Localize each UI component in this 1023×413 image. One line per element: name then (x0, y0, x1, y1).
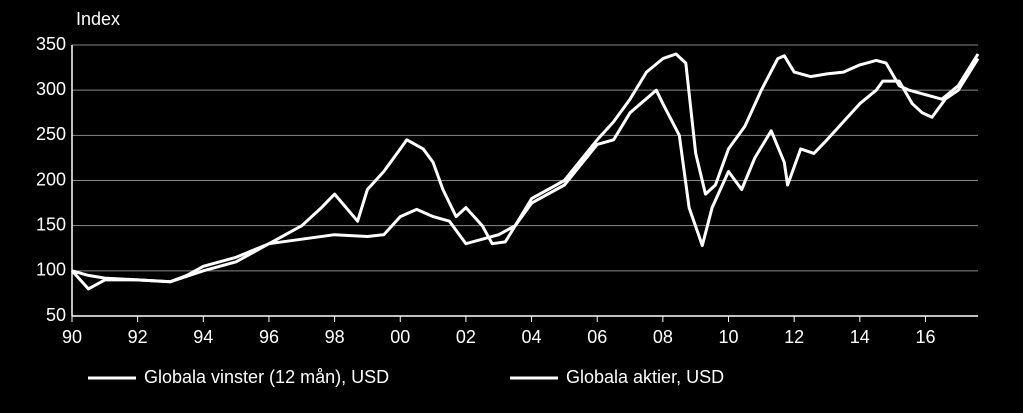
y-tick-label: 300 (36, 79, 66, 99)
x-tick-label: 02 (456, 327, 476, 347)
x-tick-label: 06 (587, 327, 607, 347)
legend-label: Globala vinster (12 mån), USD (144, 367, 389, 387)
x-tick-label: 14 (850, 327, 870, 347)
x-tick-label: 98 (325, 327, 345, 347)
y-tick-label: 200 (36, 169, 66, 189)
x-tick-label: 16 (915, 327, 935, 347)
x-tick-label: 00 (390, 327, 410, 347)
x-tick-label: 96 (259, 327, 279, 347)
x-tick-label: 12 (784, 327, 804, 347)
y-axis-label: Index (76, 9, 120, 29)
series-line (71, 52, 980, 284)
x-tick-label: 92 (128, 327, 148, 347)
legend-label: Globala aktier, USD (566, 367, 724, 387)
x-tick-label: 10 (719, 327, 739, 347)
x-tick-label: 90 (62, 327, 82, 347)
y-tick-label: 50 (46, 305, 66, 325)
x-tick-label: 08 (653, 327, 673, 347)
x-tick-label: 94 (193, 327, 213, 347)
y-tick-label: 150 (36, 214, 66, 234)
series-line (70, 57, 980, 291)
x-tick-label: 04 (522, 327, 542, 347)
y-tick-label: 100 (36, 260, 66, 280)
y-tick-label: 350 (36, 34, 66, 54)
y-tick-label: 250 (36, 124, 66, 144)
